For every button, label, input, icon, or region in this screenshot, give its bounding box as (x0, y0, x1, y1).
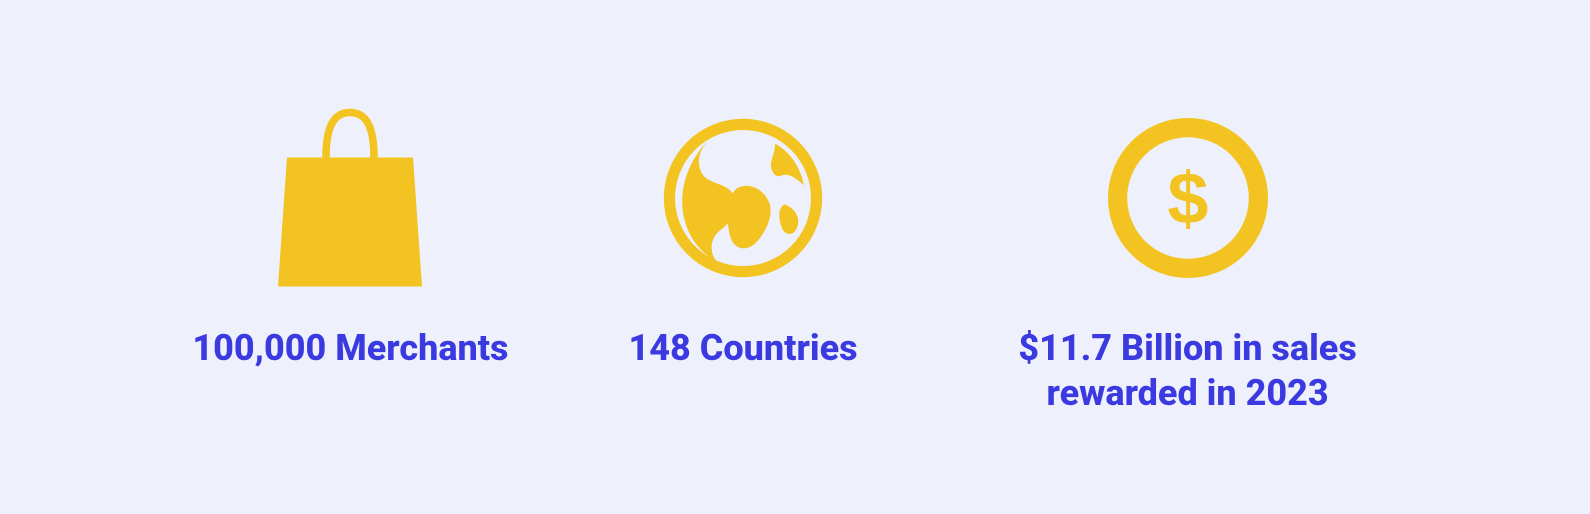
shopping-bag-icon (275, 98, 425, 298)
stat-merchants: 100,000 Merchants (192, 98, 508, 371)
stat-countries: 148 Countries (629, 98, 858, 371)
stat-sales: $ $11.7 Billion in sales rewarded in 202… (978, 98, 1398, 416)
globe-icon (663, 98, 823, 298)
stat-sales-label: $11.7 Billion in sales rewarded in 2023 (978, 326, 1398, 416)
coin-dollar-icon: $ (1108, 98, 1268, 298)
stat-countries-label: 148 Countries (629, 326, 858, 371)
stats-row: 100,000 Merchants 148 Countries $ $11.7 … (0, 98, 1590, 416)
svg-text:$: $ (1167, 157, 1208, 240)
stat-merchants-label: 100,000 Merchants (192, 326, 508, 371)
